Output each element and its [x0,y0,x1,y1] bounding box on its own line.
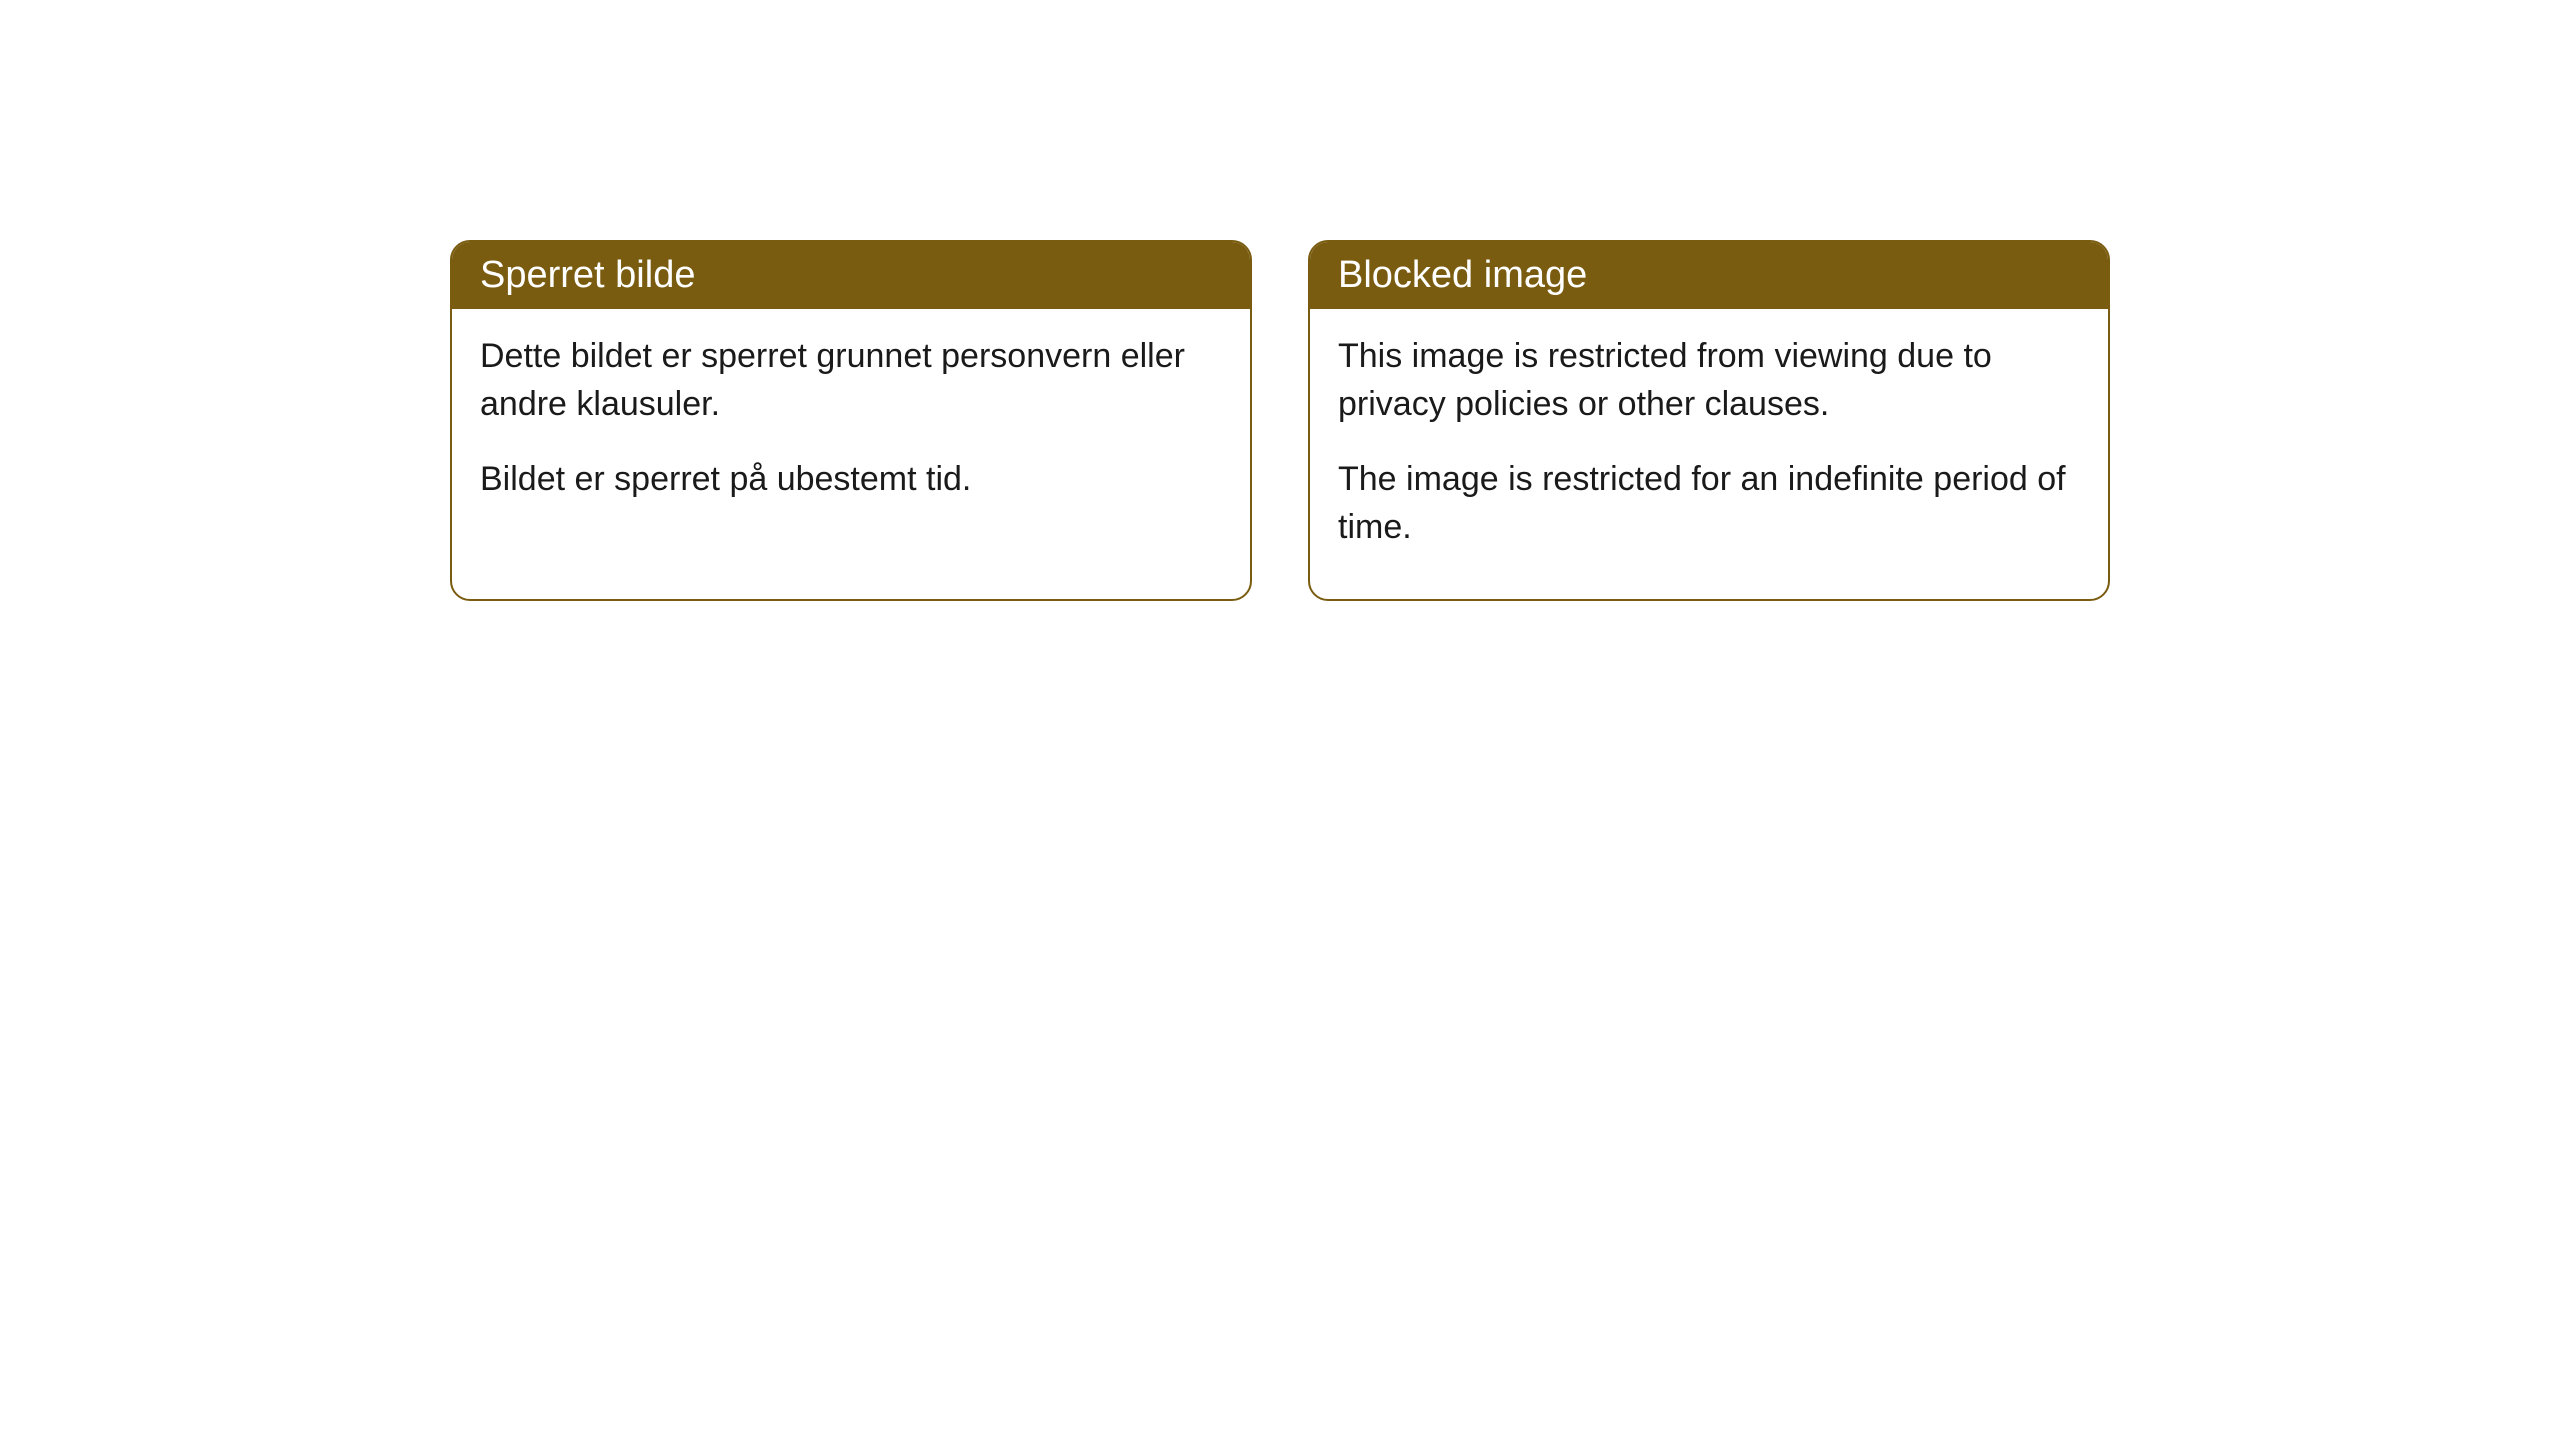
card-header-norwegian: Sperret bilde [452,242,1250,309]
card-paragraph: Dette bildet er sperret grunnet personve… [480,333,1222,428]
notice-card-norwegian: Sperret bilde Dette bildet er sperret gr… [450,240,1252,601]
card-paragraph: This image is restricted from viewing du… [1338,333,2080,428]
card-paragraph: Bildet er sperret på ubestemt tid. [480,456,1222,504]
card-header-english: Blocked image [1310,242,2108,309]
card-body-english: This image is restricted from viewing du… [1310,309,2108,599]
notice-card-english: Blocked image This image is restricted f… [1308,240,2110,601]
card-title: Blocked image [1338,254,1587,296]
card-paragraph: The image is restricted for an indefinit… [1338,456,2080,551]
card-body-norwegian: Dette bildet er sperret grunnet personve… [452,309,1250,552]
card-title: Sperret bilde [480,254,695,296]
notice-cards-container: Sperret bilde Dette bildet er sperret gr… [450,240,2110,601]
